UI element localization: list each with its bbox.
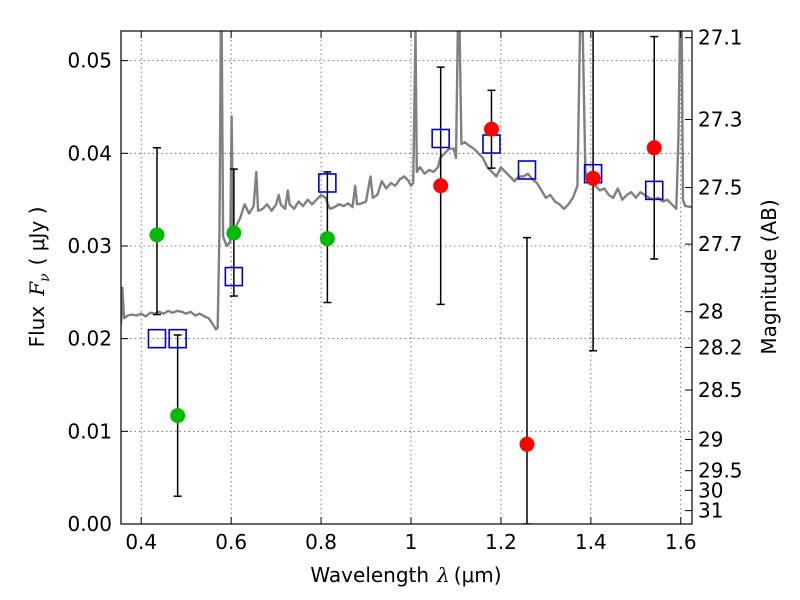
mag-tick-label-6: 28.5 [698,378,743,402]
x-tick-label-1: 0.6 [215,530,247,554]
x-tick-label-5: 1.4 [575,530,607,554]
y-tick-label-2: 0.02 [67,327,112,351]
mag-tick-label-1: 27.3 [698,107,743,131]
error-bars-layer [152,31,659,524]
grid-lines [121,31,692,525]
green-point-3 [319,231,335,247]
red-point-2 [519,436,535,452]
y-axis-label-text: Flux [25,306,49,348]
y-axis-label-symbol: F [25,281,49,297]
mag-tick-label-4: 28 [698,300,723,324]
x-tick-label-0: 0.4 [125,530,157,554]
y-tick-label-5: 0.05 [67,49,112,73]
green-point-0 [149,227,165,243]
mag-tick-label-8: 29.5 [698,459,743,483]
model-spectrum-layer [121,31,692,331]
axis-ticks: 0.4 0.6 0.8 1 1.2 1.4 1.6 0.00 0.01 0.02 0.03 0.04 0… [67,26,742,554]
y-tick-label-0: 0.00 [67,512,112,536]
x-tick-label-2: 0.8 [305,530,337,554]
blue-square-8 [644,180,664,201]
right-axis-label: Magnitude (AB) [757,199,781,354]
red-point-0 [433,178,449,194]
y-tick-label-3: 0.03 [67,234,112,258]
observed-points-layer [149,121,662,452]
green-point-1 [170,408,186,424]
blue-square-2 [224,266,244,287]
mag-tick-label-2: 27.5 [698,176,743,200]
green-point-2 [226,225,242,241]
mag-tick-label-7: 29 [698,427,723,451]
x-axis-label-text: Wavelength [310,563,429,587]
x-axis-label: Wavelength λ (μm) [310,563,501,587]
x-axis-label-symbol: λ [436,563,450,587]
x-tick-label-3: 1 [405,530,418,554]
blue-square-1 [168,328,187,349]
mag-tick-label-5: 28.2 [698,335,743,359]
y-axis-label: Flux Fν ( μJy ) [25,207,53,348]
blue-square-4 [431,128,450,149]
model-spectrum-line [121,31,692,331]
x-tick-label-6: 1.6 [665,530,697,554]
plot-frame [120,30,693,525]
blue-square-6 [517,160,537,180]
blue-square-0 [147,328,167,349]
y-tick-label-4: 0.04 [67,141,112,165]
red-point-3 [585,170,601,186]
red-point-1 [483,121,499,137]
mag-tick-label-9: 30 [698,478,723,502]
y-tick-label-1: 0.01 [67,419,112,443]
x-axis-label-unit: (μm) [454,563,502,587]
blue-square-3 [318,173,337,193]
y-axis-label-subscript: ν [37,273,53,282]
x-tick-label-4: 1.2 [485,530,517,554]
mag-tick-label-10: 31 [698,499,723,523]
y-axis-label-unit: ( μJy ) [25,207,49,266]
mag-tick-label-0: 27.1 [698,26,743,50]
mag-tick-label-3: 27.7 [698,232,743,256]
red-point-4 [646,140,662,156]
